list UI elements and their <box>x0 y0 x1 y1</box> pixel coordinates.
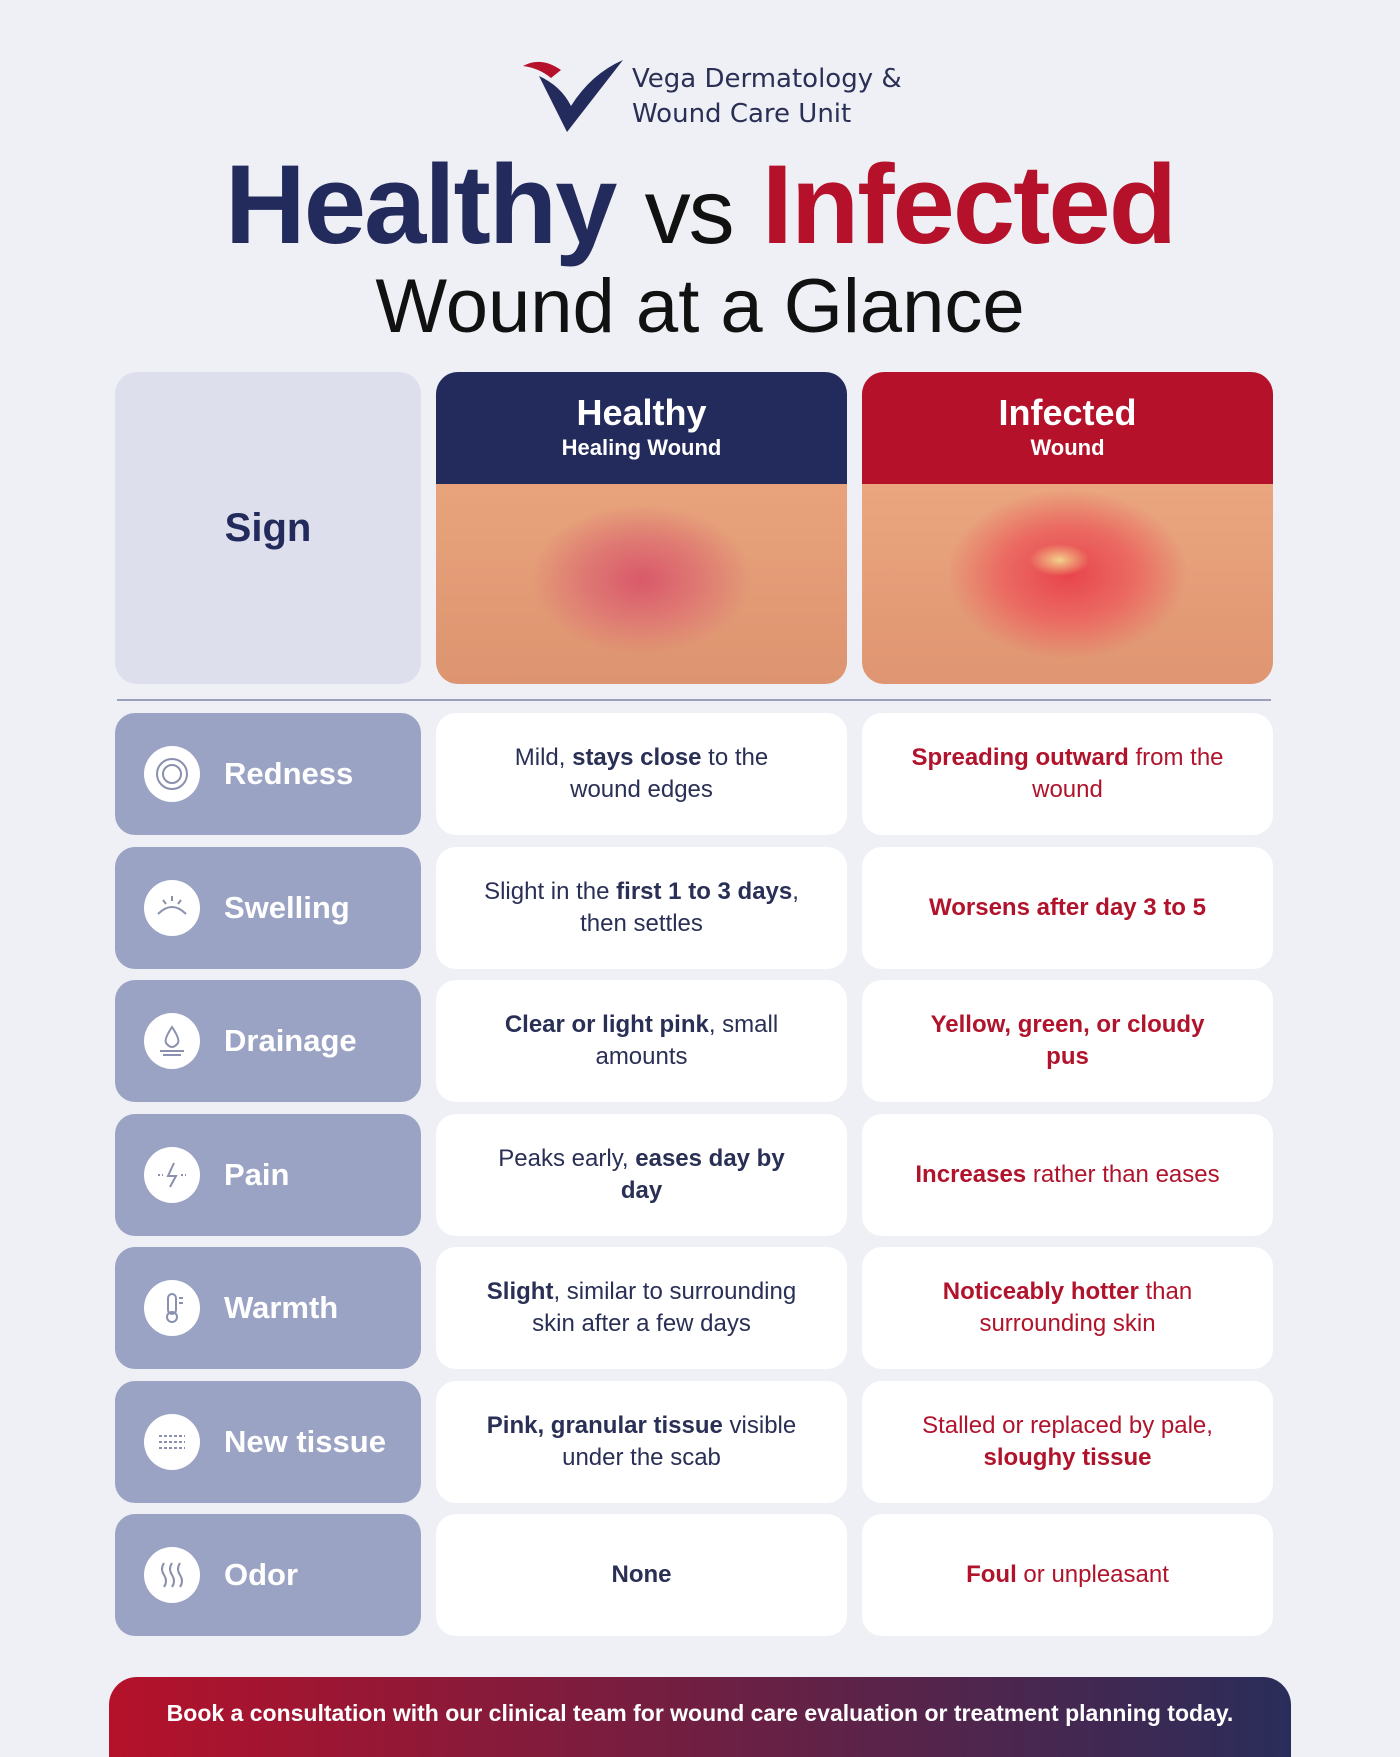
sign-icon <box>144 746 200 802</box>
sign-cell: Drainage <box>115 980 421 1102</box>
healthy-photo <box>436 484 847 684</box>
bold-text: Slight <box>486 1278 554 1305</box>
cell-text: Slight in the first 1 to 3 days, then se… <box>480 876 803 940</box>
healthy-cell: Peaks early, eases day by day <box>436 1113 847 1236</box>
text: than surrounding skin <box>979 1278 1193 1337</box>
bold-text: Yellow, green, or cloudy pus <box>930 1011 1205 1070</box>
cell-text: Spreading outward from the wound <box>906 742 1229 806</box>
infected-cell: Worsens after day 3 to 5 <box>862 846 1273 969</box>
text: or unpleasant <box>1016 1561 1169 1588</box>
text: Slight in the <box>484 877 617 905</box>
bold-text: Noticeably hotter <box>942 1278 1139 1305</box>
cell-text: Increases rather than eases <box>915 1159 1219 1191</box>
cell-text: Yellow, green, or cloudy pus <box>906 1009 1229 1073</box>
text: from the wound <box>1032 744 1224 803</box>
healthy-cell: Slight in the first 1 to 3 days, then se… <box>436 846 847 969</box>
bold-text: sloughy tissue <box>983 1443 1152 1471</box>
healthy-cell: Mild, stays close to the wound edges <box>436 713 847 835</box>
cell-text: Clear or light pink, small amounts <box>480 1009 803 1073</box>
header-band: Infected Wound <box>862 372 1273 484</box>
bold-text: Clear or light pink <box>504 1011 709 1038</box>
sign-icon <box>144 1146 200 1203</box>
header-band: Healthy Healing Wound <box>436 372 847 484</box>
text: rather than eases <box>1026 1160 1220 1188</box>
sign-label: Odor <box>224 1557 299 1592</box>
footer: Book a consultation with our clinical te… <box>109 1677 1291 1757</box>
text: Mild, <box>514 744 573 771</box>
infected-cell: Yellow, green, or cloudy pus <box>862 980 1273 1102</box>
bold-text: None <box>611 1561 672 1588</box>
infected-cell: Spreading outward from the wound <box>862 713 1273 835</box>
cell-text: Foul or unpleasant <box>966 1559 1169 1591</box>
sign-label: Swelling <box>224 889 350 925</box>
cell-text: None <box>612 1559 672 1591</box>
title: Healthy vs Infected <box>0 140 1400 277</box>
healthy-cell: Pink, granular tissue visible under the … <box>436 1380 847 1503</box>
text: to the wound edges <box>570 744 769 803</box>
healthy-header: Healthy Healing Wound <box>436 372 847 684</box>
bold-text: stays close <box>572 744 702 771</box>
bold-text: Foul <box>966 1561 1017 1588</box>
text: , small amounts <box>595 1011 779 1070</box>
header-subtitle: Wound <box>1030 435 1105 460</box>
infected-cell: Stalled or replaced by pale, sloughy tis… <box>862 1380 1273 1503</box>
title-vs: vs <box>644 161 735 263</box>
brand-line: Vega Dermatology & <box>632 64 902 94</box>
infected-photo <box>862 484 1273 684</box>
sign-cell: Redness <box>115 713 421 835</box>
title-healthy: Healthy <box>224 142 618 267</box>
sign-label: Warmth <box>224 1290 339 1325</box>
sign-icon <box>144 1280 200 1336</box>
sign-cell: Pain <box>115 1113 421 1236</box>
cell-text: Peaks early, eases day by day <box>480 1143 803 1207</box>
header-title: Infected <box>998 392 1137 433</box>
cell-text: Mild, stays close to the wound edges <box>480 742 803 806</box>
brand-line: Wound Care Unit <box>632 99 852 129</box>
healthy-cell: None <box>436 1514 847 1636</box>
healthy-cell: Clear or light pink, small amounts <box>436 980 847 1102</box>
sign-icon <box>144 1413 200 1470</box>
brand-name: Vega Dermatology & Wound Care Unit <box>632 62 902 132</box>
sign-cell: Swelling <box>115 846 421 969</box>
bold-text: first 1 to 3 days <box>616 877 793 905</box>
sign-cell: Warmth <box>115 1247 421 1369</box>
cell-text: Pink, granular tissue visible under the … <box>480 1410 803 1474</box>
cell-text: Stalled or replaced by pale, sloughy tis… <box>906 1410 1229 1474</box>
bold-text: Pink, granular tissue <box>486 1411 723 1439</box>
bold-text: eases day by day <box>620 1144 785 1204</box>
text: visible under the scab <box>562 1411 797 1471</box>
header-title: Healthy <box>576 392 707 433</box>
text: Stalled or replaced by pale, <box>922 1411 1213 1439</box>
healthy-cell: Slight, similar to surrounding skin afte… <box>436 1247 847 1369</box>
bold-text: Spreading outward <box>911 744 1129 771</box>
sign-label: Redness <box>224 756 354 791</box>
header-subtitle: Healing Wound <box>561 435 722 460</box>
divider <box>117 699 1271 701</box>
text: Peaks early, <box>498 1144 636 1172</box>
sign-cell: New tissue <box>115 1380 421 1503</box>
infected-cell: Noticeably hotter than surrounding skin <box>862 1247 1273 1369</box>
infected-header: Infected Wound <box>862 372 1273 684</box>
sign-icon <box>144 879 200 936</box>
subtitle: Wound at a Glance <box>375 264 1025 349</box>
text: , then settles <box>580 877 799 937</box>
sign-label: Drainage <box>224 1023 357 1058</box>
cell-text: Slight, similar to surrounding skin afte… <box>480 1276 803 1340</box>
cell-text: Noticeably hotter than surrounding skin <box>906 1276 1229 1340</box>
bold-text: Increases <box>915 1160 1027 1188</box>
cell-text: Worsens after day 3 to 5 <box>929 892 1206 924</box>
sign-cell: Odor <box>115 1514 421 1636</box>
bold-text: Worsens after day 3 to 5 <box>929 893 1206 921</box>
text: , similar to surrounding skin after a fe… <box>532 1278 797 1337</box>
sign-label: New tissue <box>224 1423 386 1459</box>
title-infected: Infected <box>761 142 1177 267</box>
infected-cell: Increases rather than eases <box>862 1113 1273 1236</box>
sign-icon <box>144 1013 200 1069</box>
sign-label: Pain <box>224 1156 290 1192</box>
sign-header: Sign <box>115 372 421 684</box>
infected-cell: Foul or unpleasant <box>862 1514 1273 1636</box>
logo <box>523 60 623 132</box>
sign-icon <box>144 1547 200 1603</box>
